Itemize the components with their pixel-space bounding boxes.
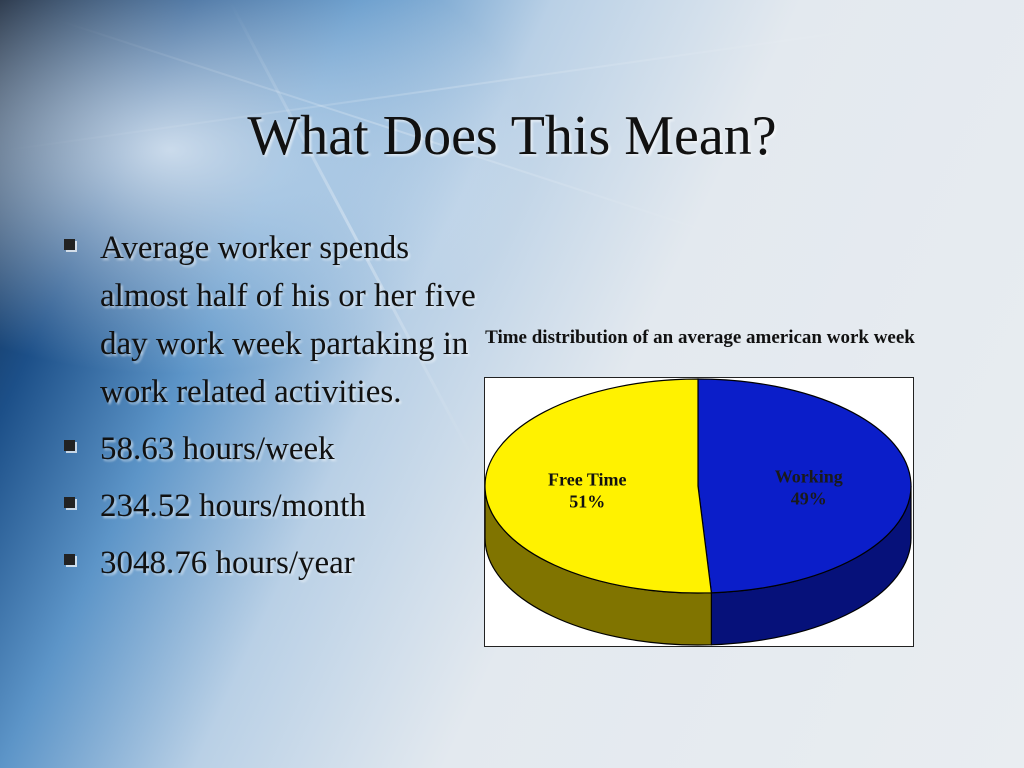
slide-title: What Does This Mean? bbox=[247, 105, 777, 167]
bullet-text: 234.52 hours/month bbox=[100, 488, 366, 524]
data-label: Working bbox=[775, 466, 843, 486]
square-bullet-icon bbox=[64, 497, 75, 508]
data-label: Free Time bbox=[548, 470, 626, 490]
bullet-item: 234.52 hours/month bbox=[62, 482, 492, 530]
pie-chart: Working 49% Free Time 51% bbox=[484, 377, 914, 647]
data-label: 49% bbox=[791, 488, 827, 508]
square-bullet-icon bbox=[64, 554, 75, 565]
pie-slice-free-time bbox=[485, 378, 713, 594]
square-bullet-icon bbox=[64, 440, 75, 451]
bullet-item: Average worker spends almost half of his… bbox=[62, 224, 492, 416]
data-label: 51% bbox=[569, 492, 605, 512]
bullet-list: Average worker spends almost half of his… bbox=[62, 224, 492, 596]
bullet-item: 3048.76 hours/year bbox=[62, 539, 492, 587]
bullet-text: Average worker spends almost half of his… bbox=[100, 230, 476, 410]
chart-title: Time distribution of an average american… bbox=[485, 327, 915, 348]
bullet-text: 3048.76 hours/year bbox=[100, 545, 355, 581]
bullet-text: 58.63 hours/week bbox=[100, 431, 335, 467]
bullet-item: 58.63 hours/week bbox=[62, 425, 492, 473]
square-bullet-icon bbox=[64, 239, 75, 250]
pie-slice-working bbox=[697, 378, 912, 594]
